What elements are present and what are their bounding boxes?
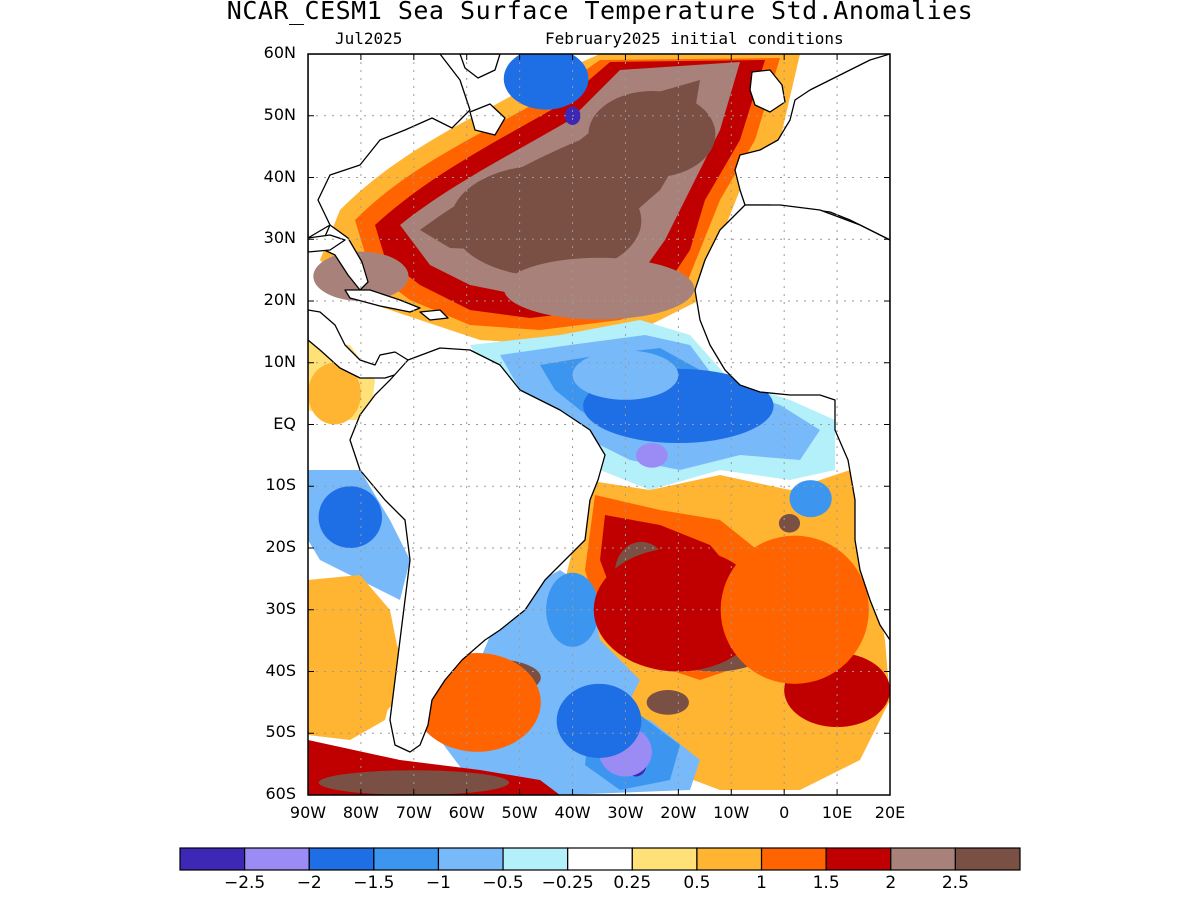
lat-label: 10S: [265, 475, 296, 495]
colorbar-swatch: [954, 847, 1021, 871]
colorbar-swatch: [567, 847, 633, 871]
colorbar-label: −0.25: [541, 873, 594, 893]
anomaly-region-16: [318, 486, 383, 548]
anomaly-region-0: [450, 165, 642, 277]
colorbar-swatch: [373, 847, 440, 871]
colorbar-label: 1.5: [812, 873, 840, 893]
lat-label: 60N: [263, 43, 296, 62]
british-isles-landmass: [749, 69, 786, 113]
lon-label: 50W: [501, 803, 538, 822]
anomaly-region-22: [720, 535, 869, 684]
anomaly-region-26: [308, 362, 361, 425]
lon-label: 10E: [821, 803, 853, 822]
colorbar-label: −2.5: [223, 873, 266, 893]
newfoundland-landmass: [469, 103, 506, 136]
colorbar-label: −0.5: [482, 873, 524, 893]
colorbar-label: 2.5: [941, 873, 969, 893]
anomaly-region-20: [593, 548, 764, 672]
colorbar-label: −2: [296, 873, 322, 893]
lon-label: 0: [779, 803, 790, 822]
anomaly-region-6: [778, 514, 801, 533]
anomaly-region-15: [556, 683, 642, 758]
colorbar-label: −1.5: [353, 873, 395, 893]
lon-label: 10W: [713, 803, 750, 822]
hispaniola-landmass: [419, 309, 449, 321]
lat-label: 30S: [265, 598, 296, 618]
south-america-landmass: [349, 347, 606, 753]
colorbar-label: 1: [756, 873, 767, 893]
colorbar-label: −1: [425, 873, 451, 893]
lon-label: 20W: [660, 803, 697, 822]
anomaly-region-8: [646, 690, 689, 715]
colorbar-swatch: [760, 847, 827, 871]
figure-title: NCAR_CESM1 Sea Surface Temperature Std.A…: [226, 0, 974, 25]
lat-label: 20S: [265, 537, 296, 556]
lon-label: 60W: [448, 803, 485, 822]
anomaly-field: [308, 54, 890, 795]
grid-lines: [308, 54, 890, 795]
lat-label: 50S: [265, 722, 296, 742]
lon-label: 20E: [874, 803, 906, 822]
anomaly-region-12: [636, 443, 668, 468]
lat-label: 60S: [265, 784, 296, 803]
lon-label: 90W: [289, 803, 327, 822]
colorbar-swatch: [179, 847, 246, 871]
europe-landmass: [734, 54, 890, 241]
colorbar-swatch: [890, 847, 956, 871]
north-america-landmass: [308, 54, 471, 239]
lat-label: 40S: [265, 660, 296, 680]
anomaly-ellipses: [308, 54, 890, 795]
lat-label: 10N: [263, 351, 296, 371]
colorbar: [179, 847, 1021, 871]
colorbar-label: 2: [885, 873, 897, 893]
colorbar-swatch: [308, 847, 375, 871]
lat-label: 50N: [263, 104, 296, 124]
colorbar-swatch: [502, 847, 569, 871]
colorbar-swatch: [631, 847, 698, 871]
lon-label: 40W: [554, 803, 591, 822]
lat-label: 40N: [263, 166, 296, 186]
colorbar-swatch: [437, 847, 504, 871]
lon-label: 80W: [342, 803, 379, 822]
cuba-landmass: [344, 289, 421, 313]
tick-marks: [307, 53, 891, 796]
colorbar-label: 0.25: [613, 873, 652, 893]
mexico-central-america-landmass: [308, 309, 411, 379]
lat-label: EQ: [273, 413, 296, 433]
anomaly-region-1: [588, 91, 716, 178]
lat-label: 30N: [263, 228, 296, 248]
anomaly-region-18: [789, 480, 832, 518]
colorbar-label: 0.5: [683, 873, 711, 893]
colorbar-swatch: [696, 847, 763, 871]
greenland-iceland-landmass: [459, 54, 501, 79]
africa-landmass: [694, 204, 890, 641]
target-month-label: Jul2025: [335, 29, 403, 48]
lon-label: 70W: [395, 803, 432, 822]
initial-conditions-label: February2025 initial conditions: [545, 29, 844, 48]
lat-label: 20N: [263, 290, 296, 309]
colorbar-swatch: [244, 847, 310, 871]
land-masses: [308, 54, 890, 753]
colorbar-swatch: [825, 847, 892, 871]
anomaly-region-24: [503, 257, 695, 320]
lon-label: 30W: [607, 803, 644, 822]
anomaly-region-13: [503, 54, 589, 110]
